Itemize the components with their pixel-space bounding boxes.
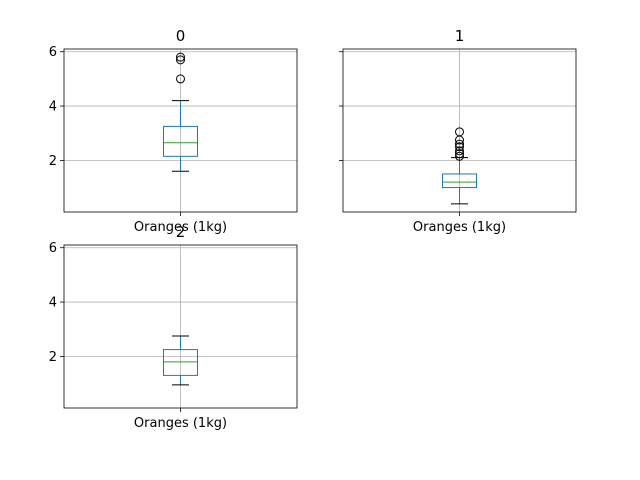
y-tick-label: 4 [49, 100, 57, 115]
outlier-point [455, 142, 464, 152]
outlier-point [176, 52, 185, 62]
subplot-title: 1 [455, 27, 465, 45]
subplot-1: Oranges (1kg) 1 [339, 27, 577, 235]
outlier-point [176, 55, 185, 65]
y-tick-label: 6 [49, 45, 57, 60]
y-tick-label: 6 [49, 241, 57, 256]
subplot-title: 2 [176, 223, 186, 241]
x-tick-label: Oranges (1kg) [413, 220, 506, 235]
y-tick-label: 4 [49, 296, 57, 311]
outlier-point [455, 139, 464, 149]
outlier-point [455, 149, 464, 159]
outlier-point [455, 127, 464, 137]
subplot-0: 2 4 6 Oranges (1kg) 0 [49, 27, 298, 235]
subplot-title: 0 [176, 27, 186, 45]
outlier-point [455, 151, 464, 161]
y-tick-label: 2 [49, 350, 57, 365]
x-tick-label: Oranges (1kg) [134, 416, 227, 431]
outlier-point [455, 146, 464, 156]
y-tick-label: 2 [49, 154, 57, 169]
x-tick-label: Oranges (1kg) [134, 220, 227, 235]
outlier-point [176, 74, 185, 84]
